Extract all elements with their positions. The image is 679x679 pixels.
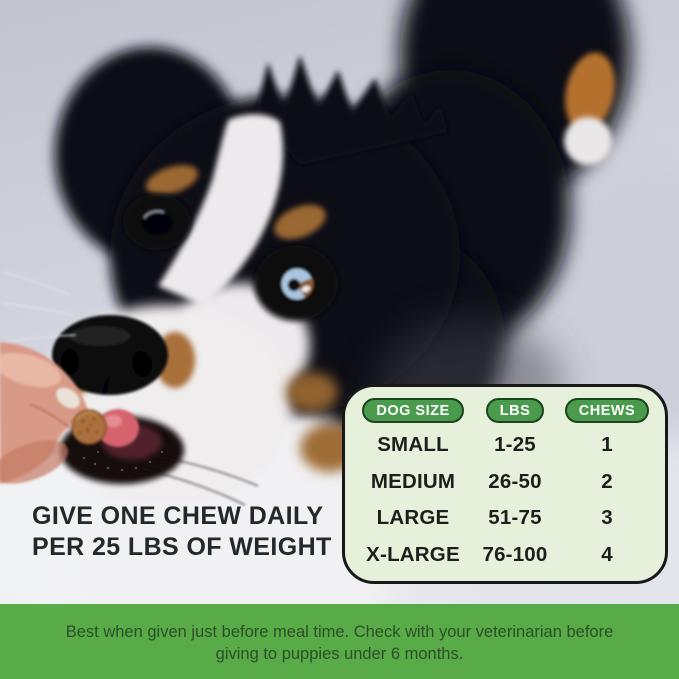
lbs-cell: 51-75 <box>488 506 542 530</box>
header-pill-lbs: LBS <box>485 398 545 423</box>
dog-nose <box>52 315 168 395</box>
dog-tongue <box>97 409 139 447</box>
headline-line-1: GIVE ONE CHEW DAILY <box>32 502 324 530</box>
fingernail <box>56 387 80 409</box>
table-row: SMALL 1-25 1 <box>357 427 653 464</box>
carpet-shade <box>540 160 679 440</box>
banner-line-2: giving to puppies under 6 months. <box>215 645 464 663</box>
dog-dark-whiskers <box>139 454 259 506</box>
banner-line-1: Best when given just before meal time. C… <box>65 623 614 641</box>
chews-cell: 3 <box>601 506 613 530</box>
dog-whiskers <box>3 271 77 343</box>
dog-tan-paw-patch <box>565 52 615 132</box>
chews-cell: 1 <box>601 433 613 457</box>
dog-blaze <box>158 114 284 306</box>
dog-size-cell: SMALL <box>377 433 449 457</box>
dosage-table: DOG SIZE LBS CHEWS SMALL 1-25 1 MEDIUM 2… <box>342 384 668 584</box>
header-pill-dog-size: DOG SIZE <box>362 398 464 423</box>
headline-line-2: PER 25 LBS OF WEIGHT <box>32 533 332 561</box>
feeding-hand <box>0 342 88 484</box>
table-row: X-LARGE 76-100 4 <box>357 537 653 574</box>
lbs-cell: 1-25 <box>494 433 536 457</box>
dosage-table-header: DOG SIZE LBS CHEWS <box>357 398 653 423</box>
chews-cell: 2 <box>601 469 613 493</box>
lbs-cell: 26-50 <box>488 469 542 493</box>
chews-cell: 4 <box>601 542 613 566</box>
chew-treat <box>71 409 107 445</box>
dog-fur-spikes <box>255 55 448 165</box>
dosage-headline: GIVE ONE CHEW DAILY PER 25 LBS OF WEIGHT <box>32 501 332 563</box>
header-pill-chews: CHEWS <box>564 398 650 423</box>
dog-white-paw-patch <box>564 117 612 165</box>
dog-size-cell: X-LARGE <box>366 542 460 566</box>
dog-size-cell: LARGE <box>376 506 450 530</box>
lbs-cell: 76-100 <box>482 542 548 566</box>
dog-chin-speckles <box>82 450 164 472</box>
dog-dark-eye <box>142 209 172 235</box>
table-row: LARGE 51-75 3 <box>357 500 653 537</box>
table-row: MEDIUM 26-50 2 <box>357 464 653 501</box>
dog-blue-eye <box>279 266 315 302</box>
dog-size-cell: MEDIUM <box>370 469 456 493</box>
advice-banner: Best when given just before meal time. C… <box>0 604 679 679</box>
